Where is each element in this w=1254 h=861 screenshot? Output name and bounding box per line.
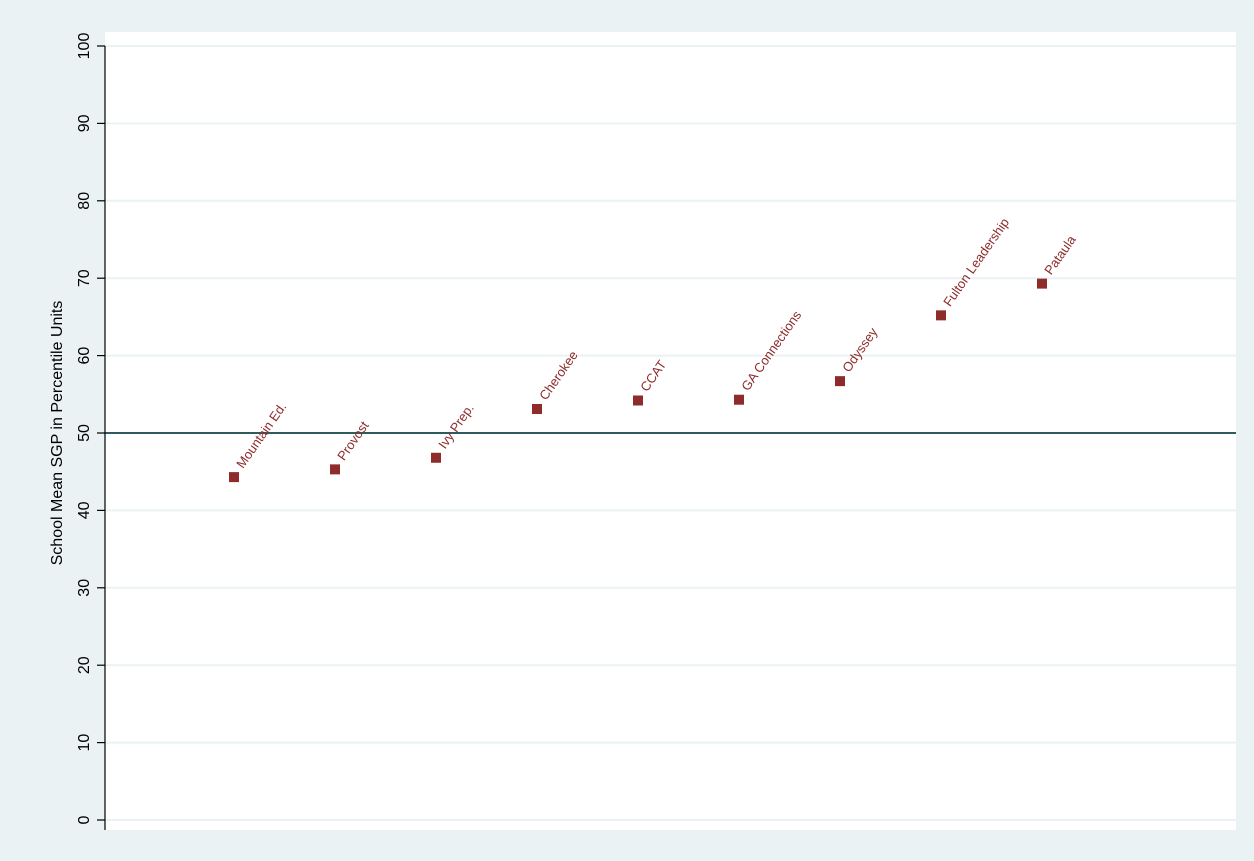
data-point-marker — [936, 310, 946, 321]
y-axis-title: School Mean SGP in Percentile Units — [49, 301, 66, 566]
data-point-marker — [532, 404, 542, 415]
y-tick-label: 60 — [76, 347, 93, 365]
y-axis: 0 10 20 30 40 50 60 70 80 90 100 — [76, 33, 106, 830]
data-point-marker — [330, 464, 340, 475]
y-tick-label: 50 — [76, 424, 93, 442]
y-tick-label: 40 — [76, 501, 93, 519]
y-tick-label: 30 — [76, 579, 93, 597]
plot-area — [105, 32, 1236, 830]
y-tick-label: 20 — [76, 656, 93, 674]
y-tick-label: 80 — [76, 192, 93, 210]
y-tick-label: 10 — [76, 734, 93, 752]
data-point-marker — [633, 395, 643, 406]
data-point-marker — [835, 376, 845, 387]
data-point-marker — [431, 452, 441, 463]
y-tick-label: 90 — [76, 114, 93, 132]
data-point-marker — [1037, 278, 1047, 289]
data-point-marker — [734, 394, 744, 405]
y-tick-label: 0 — [76, 815, 93, 824]
y-tick-label: 70 — [76, 269, 93, 287]
data-point-marker — [229, 472, 239, 483]
y-tick-label: 100 — [76, 33, 93, 60]
